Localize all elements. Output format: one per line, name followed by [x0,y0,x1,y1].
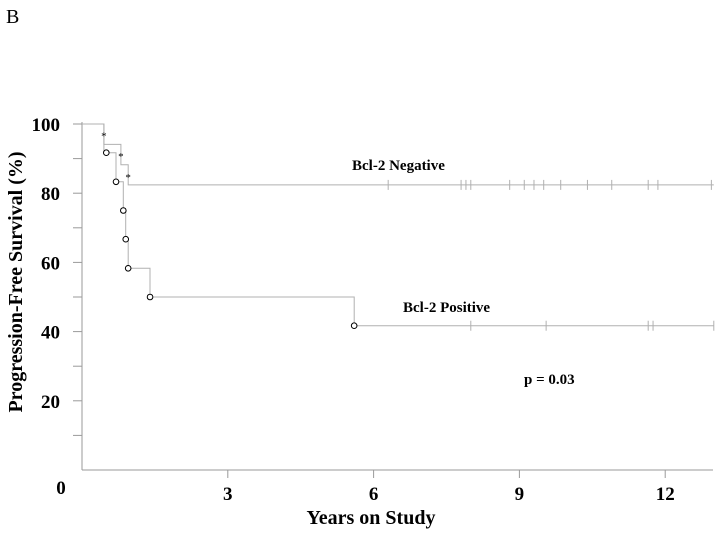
event-circle [146,293,154,301]
x-axis-title: Years on Study [307,507,436,529]
chart-marks: *** [101,130,715,331]
y-tick-label: 100 [32,115,61,136]
p-value: p = 0.03 [524,372,575,388]
event-circle [122,235,130,243]
chart-curves [82,123,714,327]
event-asterisk: * [118,151,124,163]
event-asterisk: * [125,172,131,184]
y-tick-label: 60 [41,253,60,274]
curve-bcl2-positive [82,123,714,327]
x-tick-label: 9 [515,484,525,505]
event-circle [124,264,132,272]
x-tick-label: 12 [656,484,675,505]
curve-bcl2-negative [82,123,714,186]
panel-label: B [6,6,20,28]
x-tick-label: 3 [223,484,233,505]
event-circle [350,322,358,330]
y-tick-label: 40 [41,323,60,344]
event-circle [120,207,127,214]
label-bcl2-negative: Bcl-2 Negative [352,158,445,174]
event-circle [112,178,120,186]
y-tick-label: 20 [41,392,60,413]
event-circle [103,149,110,157]
label-bcl2-positive: Bcl-2 Positive [403,300,490,316]
x-tick-label: 6 [369,484,379,505]
y-tick-label: 80 [41,184,60,205]
y-axis-title: Progression-Free Survival (%) [5,151,27,412]
chart-axes: 20 40 60 80 100 3 6 9 12 [32,115,713,505]
origin-label: 0 [56,478,66,499]
event-asterisk: * [101,130,107,142]
